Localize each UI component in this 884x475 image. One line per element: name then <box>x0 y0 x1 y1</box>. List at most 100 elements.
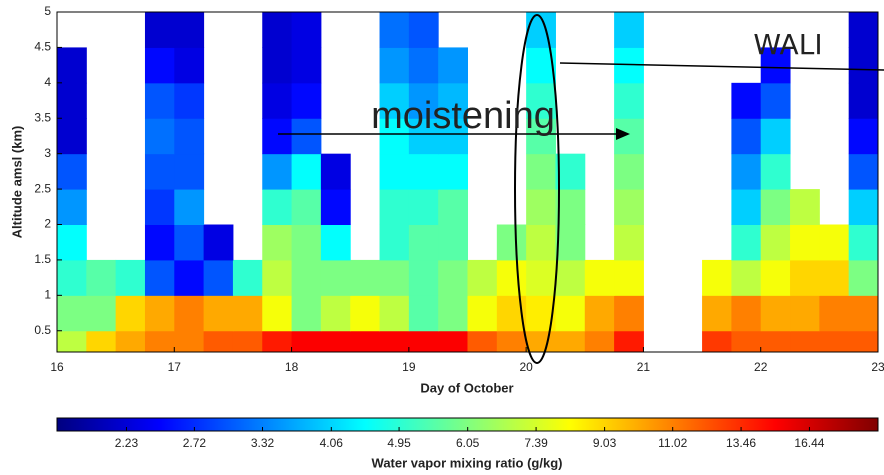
heatmap-cell <box>614 259 644 296</box>
heatmap-cell <box>555 189 586 225</box>
colorbar-tick-label: 2.23 <box>115 436 139 450</box>
heatmap-cell <box>526 330 556 353</box>
x-axis-label: Day of October <box>420 380 513 395</box>
colorbar-tick-label: 4.95 <box>387 436 411 450</box>
colorbar-tick-label: 9.03 <box>593 436 617 450</box>
heatmap-cell <box>379 153 410 190</box>
heatmap-cell <box>57 259 87 296</box>
heatmap-cell <box>408 259 439 296</box>
heatmap-cell <box>526 189 556 225</box>
heatmap-cell <box>438 153 468 190</box>
heatmap-cell <box>291 295 322 332</box>
heatmap-cell <box>57 153 87 190</box>
y-tick-label: 1.5 <box>34 252 51 266</box>
heatmap-cell <box>350 330 381 353</box>
heatmap-cell <box>350 295 381 332</box>
heatmap-cell <box>731 118 762 155</box>
heatmap-cell <box>174 47 205 84</box>
heatmap-cell <box>438 224 468 261</box>
heatmap-cell <box>555 295 586 332</box>
heatmap-cell <box>174 82 205 119</box>
plot-frame <box>56 11 879 353</box>
heatmap-cell <box>379 295 410 332</box>
heatmap-cell <box>57 47 87 84</box>
colorbar-tick-label: 2.72 <box>183 436 207 450</box>
heatmap-cell <box>144 259 175 296</box>
heatmap-cell <box>496 330 527 353</box>
heatmap-cell <box>438 47 468 84</box>
heatmap-cell <box>614 189 644 225</box>
heatmap-cell <box>526 82 556 119</box>
x-tick-label: 22 <box>754 360 768 374</box>
heatmap-cell <box>526 259 556 296</box>
heatmap-cell <box>408 82 439 119</box>
heatmap-cell <box>760 259 791 296</box>
heatmap-cell <box>320 224 351 261</box>
heatmap-cell <box>379 330 410 353</box>
heatmap-cell <box>320 330 351 353</box>
heatmap-cell <box>379 47 410 84</box>
heatmap-cell <box>203 295 234 332</box>
heatmap-cell <box>819 295 850 332</box>
heatmap-cell <box>174 153 205 190</box>
heatmap-cell <box>86 259 117 296</box>
heatmap-cell <box>174 330 205 353</box>
y-tick-label: 2 <box>44 217 51 231</box>
heatmap-cell <box>408 118 439 155</box>
heatmap-cell <box>262 118 293 155</box>
heatmap-cell <box>144 189 175 225</box>
heatmap-cell <box>262 47 293 84</box>
heatmap-cell <box>848 153 879 190</box>
heatmap-cell <box>614 295 644 332</box>
heatmap-cell <box>584 259 615 296</box>
x-tick-label: 18 <box>285 360 299 374</box>
heatmap-cell <box>115 259 146 296</box>
heatmap-cell <box>379 189 410 225</box>
heatmap-cell <box>144 12 175 48</box>
heatmap-cell <box>408 224 439 261</box>
heatmap-cell <box>262 259 293 296</box>
heatmap-cell <box>614 82 644 119</box>
heatmap-cell <box>174 12 205 48</box>
heatmap-cell <box>144 47 175 84</box>
heatmap-cell <box>555 224 586 261</box>
heatmap-cell <box>819 259 850 296</box>
heatmap-cell <box>57 330 87 353</box>
heatmap-cell <box>790 259 820 296</box>
heatmap-cell <box>584 330 615 353</box>
heatmap-cell <box>262 153 293 190</box>
x-tick-label: 19 <box>402 360 416 374</box>
heatmap-cell <box>144 330 175 353</box>
heatmap-cell <box>438 82 468 119</box>
heatmap-cell <box>174 224 205 261</box>
heatmap-cell <box>819 330 850 353</box>
heatmap-cell <box>408 153 439 190</box>
heatmap-cell <box>438 259 468 296</box>
heatmap-cell <box>320 189 351 225</box>
y-tick-label: 1 <box>44 288 51 302</box>
heatmap-cell <box>203 224 234 261</box>
heatmap-cell <box>731 259 762 296</box>
heatmap-cell <box>262 224 293 261</box>
heatmap-cell <box>438 330 468 353</box>
heatmap-cell <box>555 330 586 353</box>
heatmap-cell <box>848 47 879 84</box>
heatmap-cell <box>760 47 791 84</box>
arrow-head <box>616 128 630 140</box>
y-tick-label: 3 <box>44 146 51 160</box>
heatmap-cell <box>408 330 439 353</box>
heatmap-cell <box>379 259 410 296</box>
heatmap-cell <box>496 259 527 296</box>
heatmap-cell <box>526 118 556 155</box>
x-tick-label: 21 <box>637 360 651 374</box>
heatmap-cell <box>731 224 762 261</box>
heatmap-cell <box>350 259 381 296</box>
heatmap-cell <box>467 295 498 332</box>
heatmap-cell <box>760 82 791 119</box>
heatmap-cell <box>614 224 644 261</box>
heatmap-cell <box>144 118 175 155</box>
heatmap-cell <box>379 82 410 119</box>
heatmap-cell <box>760 295 791 332</box>
y-tick-label: 5 <box>44 4 51 18</box>
colorbar-tick-label: 16.44 <box>794 436 824 450</box>
